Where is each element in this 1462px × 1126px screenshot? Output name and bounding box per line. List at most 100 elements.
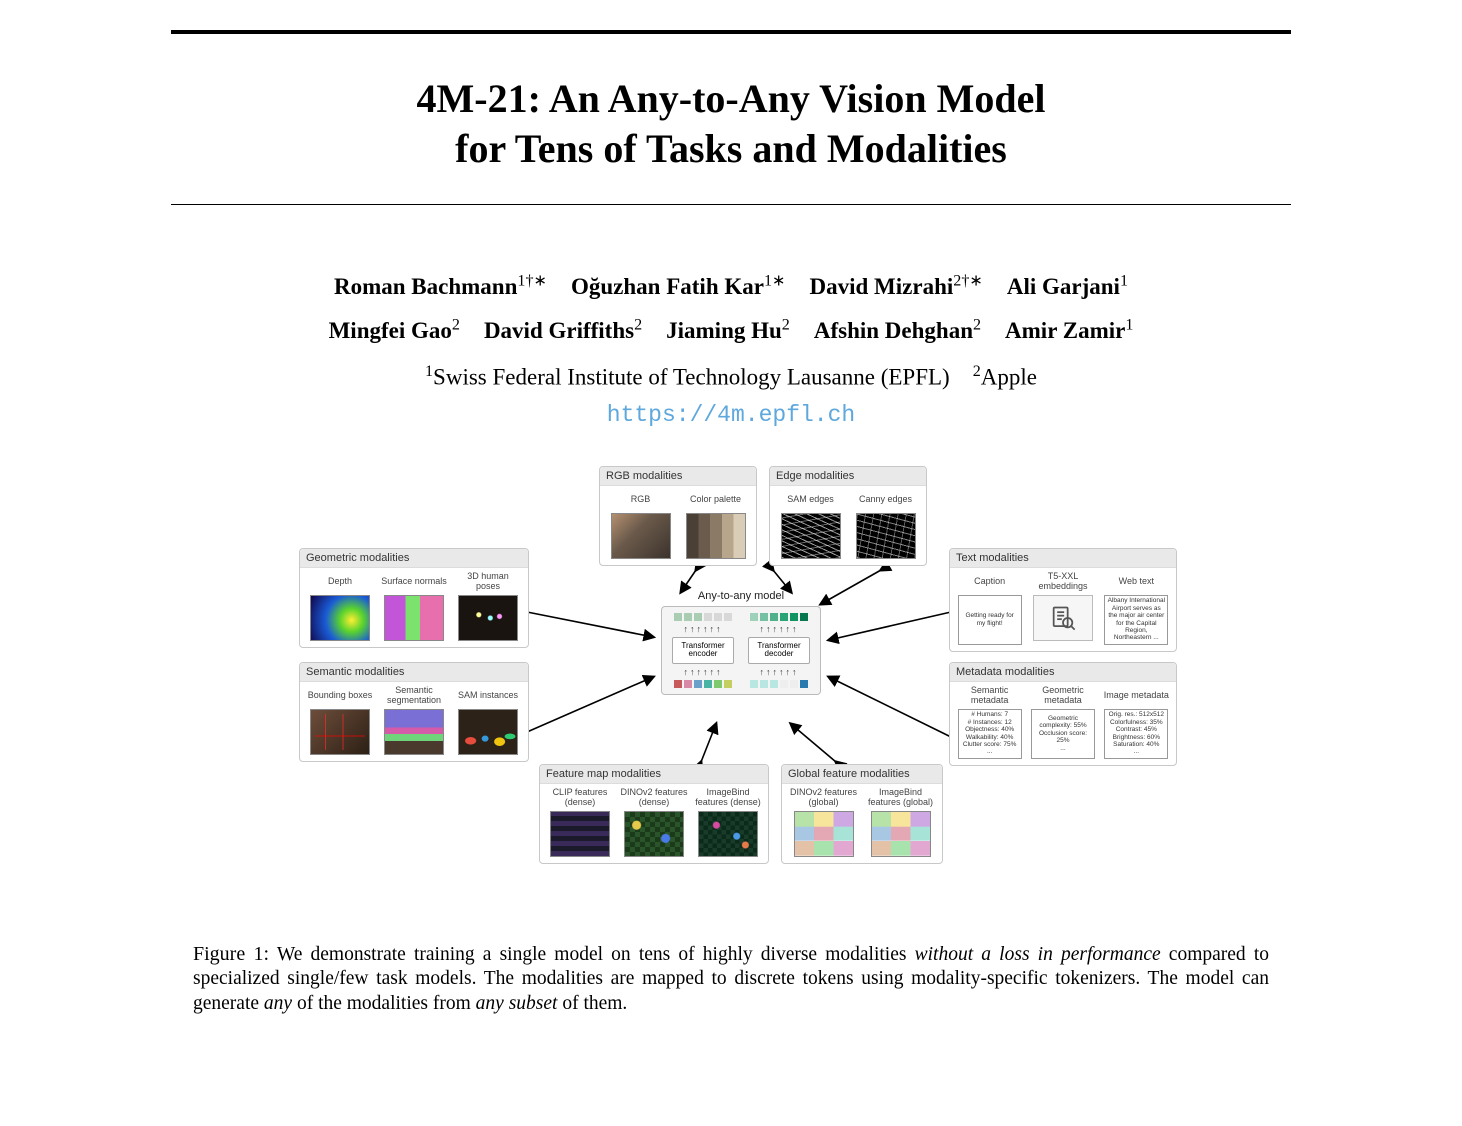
figure-1: RGB modalities RGBColor palette Edge mod… bbox=[281, 462, 1181, 922]
panel-column: Canny edges bbox=[851, 490, 920, 559]
panel-text-modalities: Text modalities CaptionGetting ready for… bbox=[949, 548, 1177, 652]
token-square bbox=[674, 680, 682, 688]
column-label: DINOv2 features (global) bbox=[788, 788, 859, 808]
arrows-up-icon: ↑↑↑↑↑↑ bbox=[760, 624, 799, 634]
token-square bbox=[770, 613, 778, 621]
panel-column: Semantic metadata# Humans: 7 # Instances… bbox=[956, 686, 1023, 759]
panel-column: CLIP features (dense) bbox=[546, 788, 614, 857]
token-square bbox=[800, 613, 808, 621]
column-label: RGB bbox=[631, 490, 651, 510]
thumbnail bbox=[871, 811, 931, 857]
column-label: Canny edges bbox=[859, 490, 912, 510]
thumbnail bbox=[686, 513, 746, 559]
column-label: 3D human poses bbox=[454, 572, 522, 592]
column-label: DINOv2 features (dense) bbox=[620, 788, 688, 808]
panel-rgb-modalities: RGB modalities RGBColor palette bbox=[599, 466, 757, 566]
panel-column: Color palette bbox=[681, 490, 750, 559]
panel-column: Web textAlbany International Airport ser… bbox=[1103, 572, 1170, 645]
thumbnail bbox=[611, 513, 671, 559]
sub-rule bbox=[171, 204, 1291, 205]
token-square bbox=[760, 613, 768, 621]
panel-column: RGB bbox=[606, 490, 675, 559]
panel-semantic-modalities: Semantic modalities Bounding boxesSemant… bbox=[299, 662, 529, 762]
author: Oğuzhan Fatih Kar1∗ bbox=[571, 274, 786, 299]
thumbnail bbox=[310, 595, 370, 641]
title-line-1: 4M-21: An Any-to-Any Vision Model bbox=[417, 76, 1046, 121]
token-square bbox=[724, 613, 732, 621]
panel-header: Geometric modalities bbox=[300, 549, 528, 568]
author: Roman Bachmann1†∗ bbox=[334, 274, 547, 299]
token-square bbox=[790, 680, 798, 688]
panel-body: Bounding boxes Semantic segmentation SAM i… bbox=[300, 682, 528, 761]
panel-geometric-modalities: Geometric modalities Depth Surface normal… bbox=[299, 548, 529, 648]
arrows-up-icon: ↑↑↑↑↑↑ bbox=[760, 667, 799, 677]
thumbnail bbox=[458, 595, 518, 641]
text-thumbnail: Orig. res.: 512x512 Colorfulness: 35% Co… bbox=[1104, 709, 1168, 759]
panel-header: Global feature modalities bbox=[782, 765, 942, 784]
author: Jiaming Hu2 bbox=[666, 318, 790, 343]
decoder-top-tokens bbox=[750, 613, 808, 621]
panel-column: Surface normals bbox=[380, 572, 448, 641]
thumbnail bbox=[781, 513, 841, 559]
thumbnail bbox=[794, 811, 854, 857]
token-square bbox=[770, 680, 778, 688]
column-label: Bounding boxes bbox=[308, 686, 373, 706]
thumbnail bbox=[856, 513, 916, 559]
token-square bbox=[674, 613, 682, 621]
thumbnail bbox=[624, 811, 684, 857]
affiliations: 1Swiss Federal Institute of Technology L… bbox=[171, 360, 1291, 395]
panel-column: Depth bbox=[306, 572, 374, 641]
panel-body: CaptionGetting ready for my flight!T5-XX… bbox=[950, 568, 1176, 651]
decoder-half: ↑↑↑↑↑↑ Transformer decoder ↑↑↑↑↑↑ bbox=[744, 613, 814, 689]
token-square bbox=[750, 680, 758, 688]
panel-metadata-modalities: Metadata modalities Semantic metadata# H… bbox=[949, 662, 1177, 766]
token-square bbox=[684, 680, 692, 688]
panel-body: RGB Color palette bbox=[600, 486, 756, 565]
column-label: T5-XXL embeddings bbox=[1029, 572, 1096, 592]
panel-header: Feature map modalities bbox=[540, 765, 768, 784]
paper-title: 4M-21: An Any-to-Any Vision Model for Te… bbox=[171, 74, 1291, 174]
project-link: https://4m.epfl.ch bbox=[171, 402, 1291, 428]
thumbnail bbox=[384, 709, 444, 755]
model-box: ↑↑↑↑↑↑ Transformer encoder ↑↑↑↑↑↑ ↑↑↑↑↑↑… bbox=[661, 606, 821, 696]
token-square bbox=[704, 613, 712, 621]
panel-edge-modalities: Edge modalities SAM edgesCanny edges bbox=[769, 466, 927, 566]
thumbnail bbox=[310, 709, 370, 755]
panel-feature-map-modalities: Feature map modalities CLIP features (de… bbox=[539, 764, 769, 864]
panel-body: Depth Surface normals 3D human poses bbox=[300, 568, 528, 647]
column-label: Color palette bbox=[690, 490, 741, 510]
top-rule bbox=[171, 30, 1291, 34]
panel-column: T5-XXL embeddings bbox=[1029, 572, 1096, 645]
column-label: Web text bbox=[1119, 572, 1154, 592]
author: David Griffiths2 bbox=[484, 318, 642, 343]
author: Ali Garjani1 bbox=[1007, 274, 1128, 299]
token-square bbox=[724, 680, 732, 688]
column-label: Geometric metadata bbox=[1029, 686, 1096, 706]
token-square bbox=[760, 680, 768, 688]
column-label: Image metadata bbox=[1104, 686, 1169, 706]
project-url[interactable]: https://4m.epfl.ch bbox=[607, 402, 855, 428]
thumbnail bbox=[384, 595, 444, 641]
figure-caption: Figure 1: We demonstrate training a sing… bbox=[193, 942, 1269, 1018]
thumbnail bbox=[550, 811, 610, 857]
column-label: Semantic segmentation bbox=[380, 686, 448, 706]
token-square bbox=[694, 680, 702, 688]
encoder-block: Transformer encoder bbox=[672, 637, 734, 665]
column-label: Depth bbox=[328, 572, 352, 592]
column-label: SAM edges bbox=[787, 490, 834, 510]
thumbnail bbox=[458, 709, 518, 755]
panel-body: DINOv2 features (global) ImageBind featur… bbox=[782, 784, 942, 863]
token-square bbox=[694, 613, 702, 621]
column-label: CLIP features (dense) bbox=[546, 788, 614, 808]
token-square bbox=[704, 680, 712, 688]
column-label: Surface normals bbox=[381, 572, 447, 592]
panel-column: SAM instances bbox=[454, 686, 522, 755]
author-list: Roman Bachmann1†∗ Oğuzhan Fatih Kar1∗ Davi… bbox=[171, 265, 1291, 352]
text-thumbnail: Getting ready for my flight! bbox=[958, 595, 1022, 645]
token-square bbox=[684, 613, 692, 621]
panel-column: DINOv2 features (global) bbox=[788, 788, 859, 857]
panel-body: CLIP features (dense) DINOv2 features (de… bbox=[540, 784, 768, 863]
thumbnail bbox=[698, 811, 758, 857]
panel-column: ImageBind features (global) bbox=[865, 788, 936, 857]
encoder-bottom-tokens bbox=[674, 680, 732, 688]
